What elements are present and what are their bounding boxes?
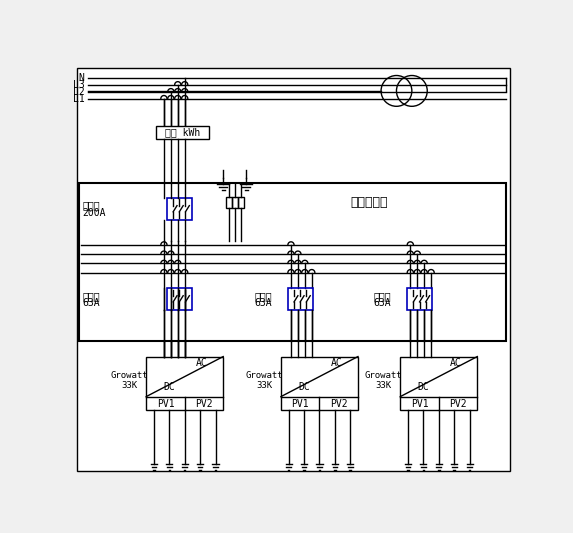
Text: Growatt
33K: Growatt 33K	[364, 371, 402, 390]
Text: PV1: PV1	[411, 399, 429, 408]
Bar	[167, 288, 191, 310]
Text: PV1: PV1	[292, 399, 309, 408]
Bar	[167, 198, 191, 220]
Text: PV2: PV2	[449, 399, 467, 408]
Text: 200A: 200A	[83, 207, 106, 217]
Bar	[401, 357, 477, 410]
Text: PV2: PV2	[195, 399, 213, 408]
Text: DC: DC	[418, 382, 429, 392]
Text: 63A: 63A	[83, 297, 100, 308]
Text: N: N	[79, 73, 85, 83]
Text: DC: DC	[163, 382, 175, 392]
Text: Growatt
33K: Growatt 33K	[245, 371, 283, 390]
Text: AC: AC	[450, 358, 462, 368]
Text: 断路器: 断路器	[254, 290, 272, 301]
Text: 断路器: 断路器	[83, 200, 100, 211]
Text: 断路器: 断路器	[83, 290, 100, 301]
Text: 电表 kWh: 电表 kWh	[165, 127, 200, 138]
Bar	[226, 197, 231, 208]
Bar	[146, 357, 223, 410]
Text: PV1: PV1	[156, 399, 174, 408]
Text: L2: L2	[73, 87, 85, 96]
Text: 63A: 63A	[254, 297, 272, 308]
Text: DC: DC	[298, 382, 310, 392]
Text: L3: L3	[73, 80, 85, 90]
Text: AC: AC	[331, 358, 342, 368]
Bar	[238, 197, 244, 208]
Text: AC: AC	[196, 358, 207, 368]
Text: 断路器: 断路器	[374, 290, 391, 301]
Bar	[288, 288, 312, 310]
Bar	[407, 288, 432, 310]
Text: 交流汇流筱: 交流汇流筱	[351, 196, 388, 209]
Bar	[156, 126, 209, 140]
Text: L1: L1	[73, 94, 85, 103]
Bar	[281, 357, 358, 410]
Bar	[79, 183, 506, 341]
Text: PV2: PV2	[330, 399, 347, 408]
Text: 63A: 63A	[374, 297, 391, 308]
Text: Growatt
33K: Growatt 33K	[111, 371, 148, 390]
Bar	[231, 197, 238, 208]
